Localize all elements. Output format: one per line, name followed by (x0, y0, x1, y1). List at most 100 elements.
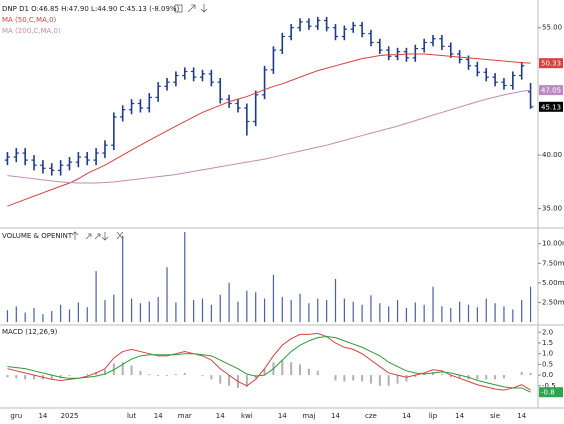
volume-bar (467, 304, 470, 322)
volume-bar (343, 298, 345, 322)
icon-down[interactable] (200, 4, 208, 13)
volume-bar (272, 275, 275, 322)
histogram-bar (210, 375, 213, 380)
volume-bar (459, 301, 461, 322)
histogram-bar (95, 371, 98, 376)
y-tick-label: 1.5 (542, 339, 553, 347)
value-tag (539, 387, 563, 398)
histogram-bar (520, 371, 523, 376)
x-tick-label: 14 (154, 412, 163, 420)
histogram-bar (166, 375, 169, 377)
panel-title: VOLUME & OPENINT (2, 232, 73, 240)
volume-bar (6, 310, 9, 322)
value-tag (539, 101, 563, 112)
volume-bar (494, 303, 496, 322)
histogram-bar (529, 372, 532, 376)
volume-bar (326, 300, 328, 322)
volume-bar (193, 300, 195, 322)
volume-bar (334, 278, 337, 322)
volume-bar (68, 309, 71, 322)
volume-bar (201, 298, 204, 322)
icon-down[interactable] (101, 232, 109, 241)
volume-bar (148, 301, 150, 322)
value-tag-label: 47.05 (541, 87, 561, 95)
icon-expand[interactable] (85, 233, 92, 240)
x-tick-label: 14 (38, 412, 47, 420)
histogram-bar (352, 375, 355, 381)
volume-bar (370, 295, 372, 322)
y-tick-label: 0.5 (542, 360, 553, 368)
y-tick-label: 7.50m (542, 259, 564, 267)
histogram-bar (59, 375, 62, 379)
x-tick-label: mar (178, 412, 192, 420)
volume-bar (476, 307, 478, 322)
volume-bar (290, 300, 292, 322)
volume-bar (441, 306, 443, 322)
volume-bar (51, 311, 53, 322)
histogram-bar (334, 375, 337, 381)
volume-bar (166, 267, 168, 322)
volume-bar (396, 300, 399, 322)
volume-bar (255, 292, 257, 322)
histogram-bar (6, 375, 9, 378)
histogram-bar (174, 374, 177, 376)
histogram-bar (458, 375, 461, 379)
histogram-bar (50, 375, 53, 380)
volume-bar (529, 286, 532, 322)
histogram-bar (139, 370, 142, 376)
x-tick-label: maj (302, 412, 315, 420)
icon-window[interactable] (174, 4, 183, 13)
x-tick-label: sie (490, 412, 500, 420)
volume-icons[interactable] (71, 231, 124, 241)
icon-expand[interactable] (94, 233, 101, 240)
volume-bar (210, 304, 212, 322)
volume-bar (130, 298, 133, 322)
histogram-bar (263, 368, 266, 376)
volume-bar (15, 306, 17, 322)
volume-bar (228, 282, 230, 322)
volume-bar (175, 302, 177, 322)
histogram-bar (396, 375, 399, 384)
x-tick-label: 2025 (61, 412, 79, 420)
value-tag (539, 85, 563, 96)
histogram-bar (130, 365, 133, 376)
icon-up[interactable] (71, 231, 79, 240)
histogram-bar (423, 374, 426, 376)
volume-bar (219, 294, 221, 322)
histogram-bar (183, 372, 186, 376)
histogram-bar (121, 362, 124, 376)
icon-expand[interactable] (187, 4, 196, 13)
histogram-bar (15, 375, 18, 379)
y-tick-label: 2.0 (542, 328, 553, 336)
legend-entry: MA (50,C,MA,0) (2, 16, 57, 24)
volume-bar (317, 298, 319, 322)
y-tick-label: 5.00m (542, 279, 564, 287)
x-tick-label: 14 (517, 412, 526, 420)
histogram-bar (24, 375, 27, 380)
line (7, 53, 531, 207)
volume-bar (414, 302, 416, 322)
histogram-bar (432, 371, 435, 376)
histogram-bar (343, 375, 346, 382)
volume-bar (246, 290, 248, 322)
y-tick-label: 0.0 (542, 371, 553, 379)
icon-close[interactable] (116, 231, 124, 240)
volume-bar (113, 294, 115, 322)
volume-bar (157, 296, 159, 322)
x-tick-label: 14 (402, 412, 411, 420)
y-tick-label: 40.00 (542, 151, 562, 159)
volume-bar (308, 303, 310, 322)
header-icons[interactable] (174, 4, 208, 13)
volume-bar (299, 293, 301, 322)
value-tag-label: 50.33 (541, 60, 561, 68)
histogram-bar (201, 375, 204, 377)
histogram-bar (361, 375, 364, 382)
volume-bar (104, 300, 106, 322)
volume-bar (281, 296, 283, 322)
x-tick-label: kwi (241, 412, 253, 420)
histogram-bar (290, 362, 293, 376)
volume-bar (503, 306, 505, 322)
x-tick-label: 14 (216, 412, 225, 420)
